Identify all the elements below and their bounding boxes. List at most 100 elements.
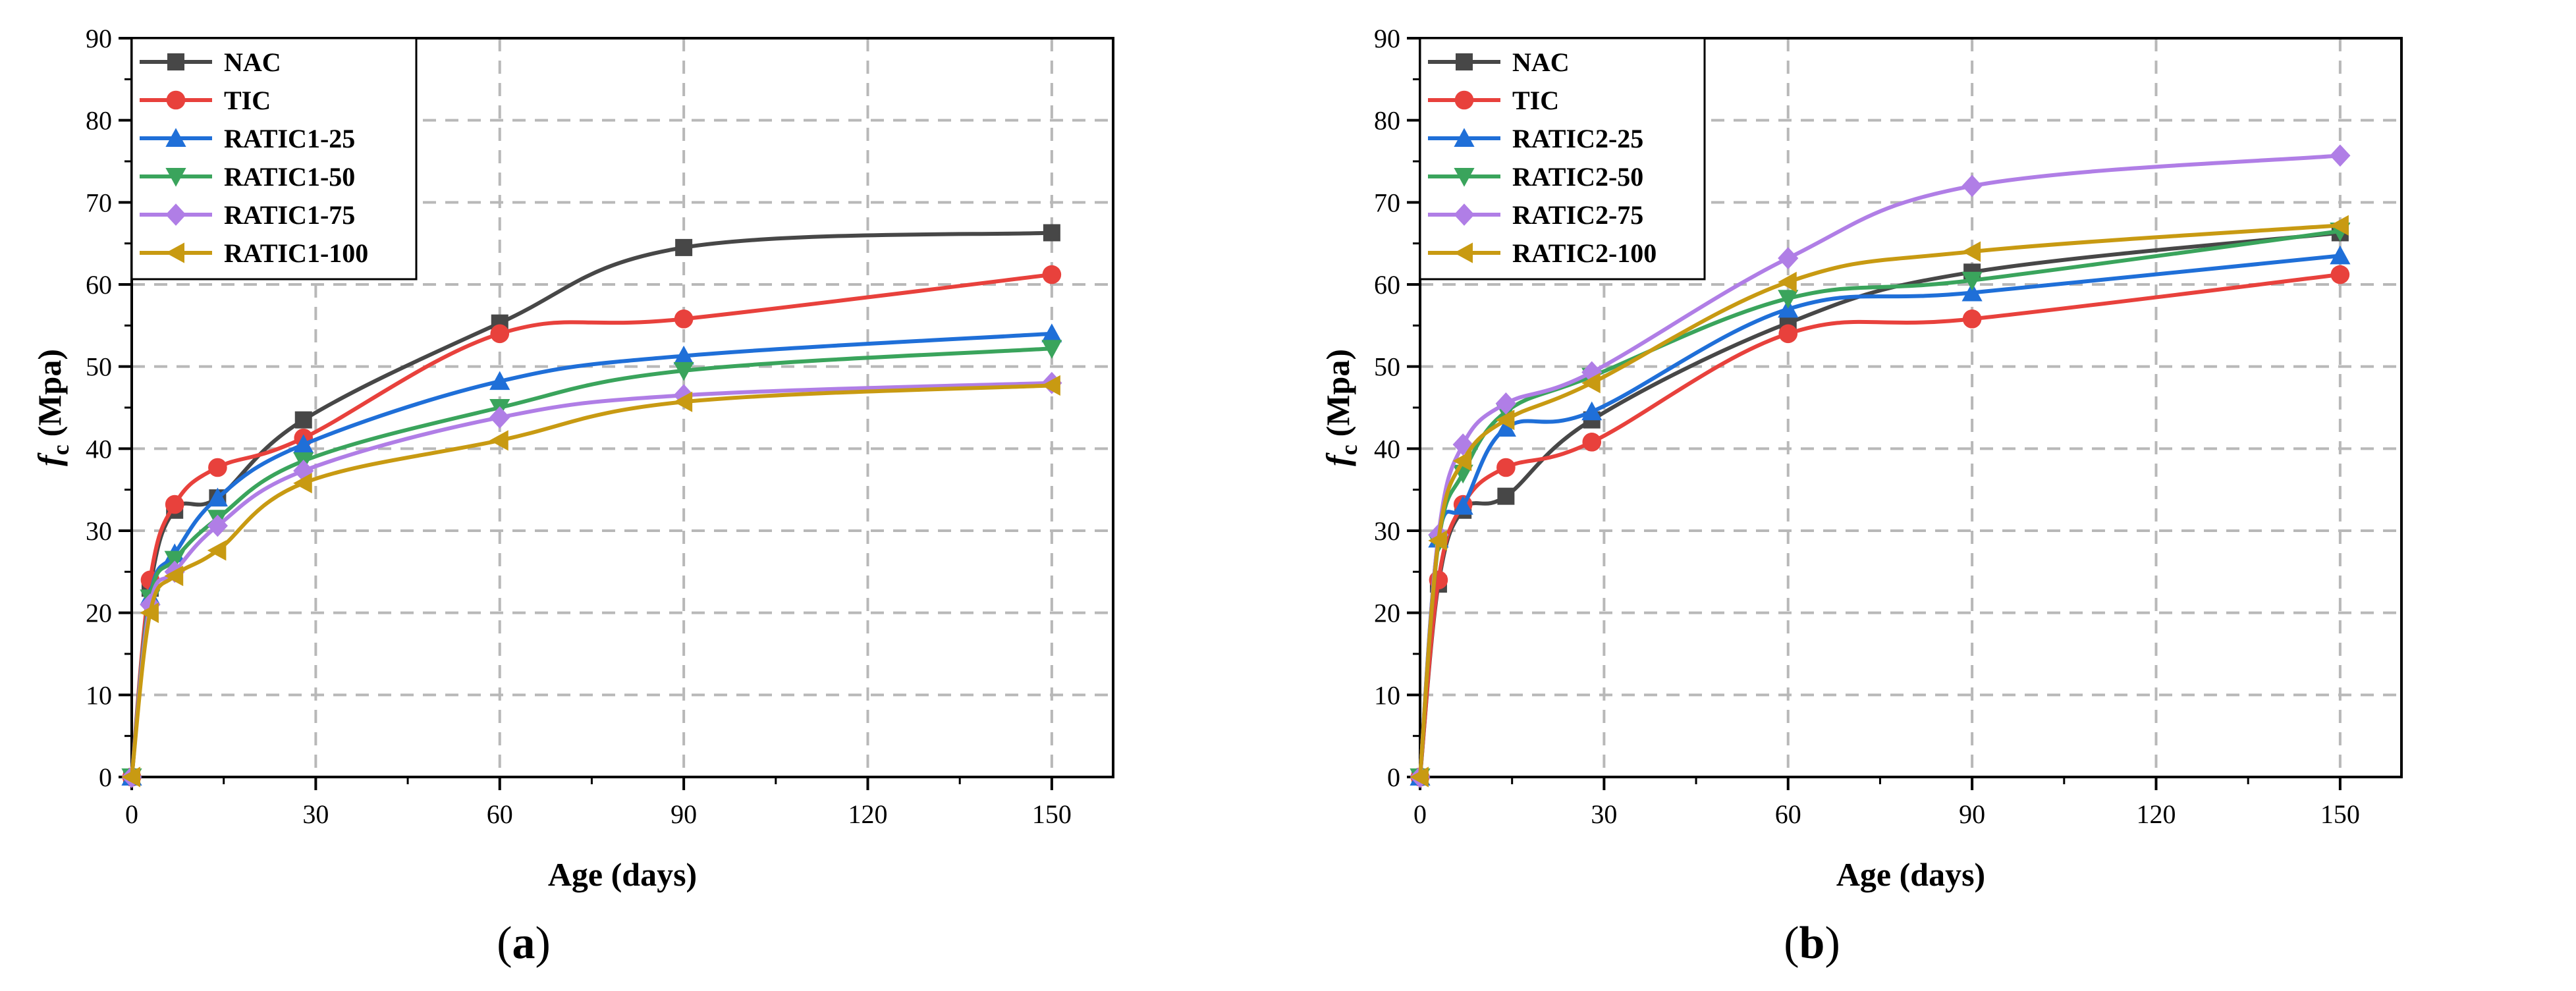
x-tick-label: 150 [1032,799,1072,829]
legend-label: RATIC1-50 [224,162,355,192]
data-point-RATIC2-75-14 [1495,392,1516,415]
y-tick-label: 40 [86,434,112,464]
legend-label: RATIC2-25 [1512,124,1643,153]
data-point-RATIC1-100-7 [164,565,184,587]
series-RATIC1-25 [121,323,1062,786]
series-line-RATIC2-25 [1418,254,2341,778]
data-point-RATIC2-75-60 [1778,247,1799,270]
data-point-TIC-150 [2330,265,2350,284]
data-point-RATIC1-25-60 [489,371,510,390]
y-tick-label: 20 [86,599,112,628]
data-point-RATIC2-100-0 [1410,766,1429,788]
series-RATIC1-50 [121,340,1062,788]
x-tick-label: 90 [671,799,697,829]
chart-panel-a: 0 30 60 90 120 150 0 10 20 30 40 50 60 70 80 90 Age (day… [31,24,1114,969]
legend-marker [1454,90,1474,110]
x-tick-label: 150 [2320,799,2360,829]
x-tick-label: 0 [1413,799,1427,829]
y-tick-label: 80 [1374,106,1400,136]
data-point-TIC-90 [1962,309,1982,329]
y-axis-label-main: f [31,452,68,466]
data-point-TIC-60 [490,324,510,344]
y-axis-label-sub: c [1336,444,1362,455]
legend-marker [165,128,186,147]
data-point-RATIC1-25-90 [673,345,694,365]
series-line-RATIC1-50 [130,346,1053,778]
series-line-TIC [130,273,1053,778]
legend-label: RATIC2-100 [1512,238,1657,268]
legend-marker [165,242,184,263]
series-line-RATIC1-75 [130,381,1052,778]
data-point-RATIC1-25-28 [293,434,314,454]
legend-marker [1454,168,1475,187]
y-tick-label: 10 [1374,680,1400,710]
y-tick-label: 0 [1387,763,1400,792]
data-point-RATIC1-100-14 [207,540,227,561]
data-point-RATIC1-50-150 [1041,340,1062,359]
legend-item-NAC: NAC [140,47,281,77]
y-tick-label: 80 [86,106,112,136]
x-tick-label: 90 [1959,799,1985,829]
legend-item-RATIC2-25: RATIC2-25 [1428,124,1643,153]
legend-label: NAC [224,47,281,77]
panel-label: (a) [497,918,551,969]
series-line-RATIC1-25 [130,331,1053,778]
data-point-RATIC2-100-90 [1961,241,1981,262]
legend-item-RATIC2-50: RATIC2-50 [1428,162,1643,192]
legend-label: RATIC1-75 [224,200,355,230]
data-point-RATIC2-75-28 [1581,361,1603,384]
y-tick-label: 50 [1374,352,1400,382]
chart-a-svg: 0 30 60 90 120 150 0 10 20 30 40 50 60 70 80 90 Age (day… [31,24,1114,969]
data-point-NAC-28 [294,411,312,429]
data-point-RATIC2-100-150 [2330,215,2349,236]
data-point-RATIC2-50-60 [1778,290,1799,309]
data-point-RATIC1-100-28 [293,473,312,494]
data-point-RATIC2-25-28 [1581,401,1603,421]
data-point-RATIC2-100-60 [1778,271,1797,292]
data-point-RATIC2-100-28 [1581,373,1601,394]
data-point-TIC-60 [1778,324,1798,344]
x-tick-label: 30 [302,799,329,829]
legend-box [1419,37,1706,281]
data-point-RATIC2-75-7 [1452,433,1473,456]
data-point-RATIC1-100-60 [489,430,508,451]
legend-marker [1454,242,1473,263]
data-point-RATIC2-25-90 [1961,282,1983,302]
legend-marker [1456,53,1473,70]
legend-marker [167,53,184,70]
series-RATIC2-25 [1410,245,2351,786]
legend: NAC TIC RATIC1-25 RATIC1-50 RATIC1-75 RATIC1-… [130,37,418,281]
legend-item-RATIC1-50: RATIC1-50 [140,162,355,192]
y-tick-label: 60 [1374,270,1400,300]
legend-item-TIC: TIC [1428,86,1559,115]
x-tick-label: 120 [2137,799,2176,829]
data-point-RATIC1-25-14 [207,487,228,507]
series-line-RATIC1-100 [130,383,1053,778]
legend-label: NAC [1512,47,1570,77]
data-point-RATIC1-75-60 [489,406,510,429]
y-tick-label: 90 [1374,24,1400,53]
data-point-TIC-28 [1582,433,1602,452]
series-RATIC1-100 [121,375,1060,788]
legend-item-RATIC2-100: RATIC2-100 [1428,238,1657,268]
x-tick-label: 0 [125,799,138,829]
x-tick-label: 120 [848,799,888,829]
y-tick-label: 0 [99,763,112,792]
panel-label: (b) [1784,918,1840,969]
x-axis-label: Age (days) [1836,856,1985,893]
y-axis-label-main: f [1319,452,1356,466]
axis-ticks [1407,37,2342,790]
y-tick-label: 20 [1374,599,1400,628]
x-tick-label: 30 [1591,799,1617,829]
y-tick-label: 30 [86,516,112,546]
legend-label: RATIC2-75 [1512,200,1643,230]
y-tick-label: 90 [86,24,112,53]
data-point-RATIC2-100-7 [1452,450,1472,471]
data-point-TIC-14 [208,458,227,477]
data-point-RATIC2-25-7 [1452,496,1473,515]
series-NAC [1411,224,2349,786]
y-tick-label: 30 [1374,516,1400,546]
data-point-RATIC1-50-90 [673,362,694,381]
legend-marker [1454,128,1475,147]
legend: NAC TIC RATIC2-25 RATIC2-50 RATIC2-75 RATIC2-… [1419,37,1706,281]
